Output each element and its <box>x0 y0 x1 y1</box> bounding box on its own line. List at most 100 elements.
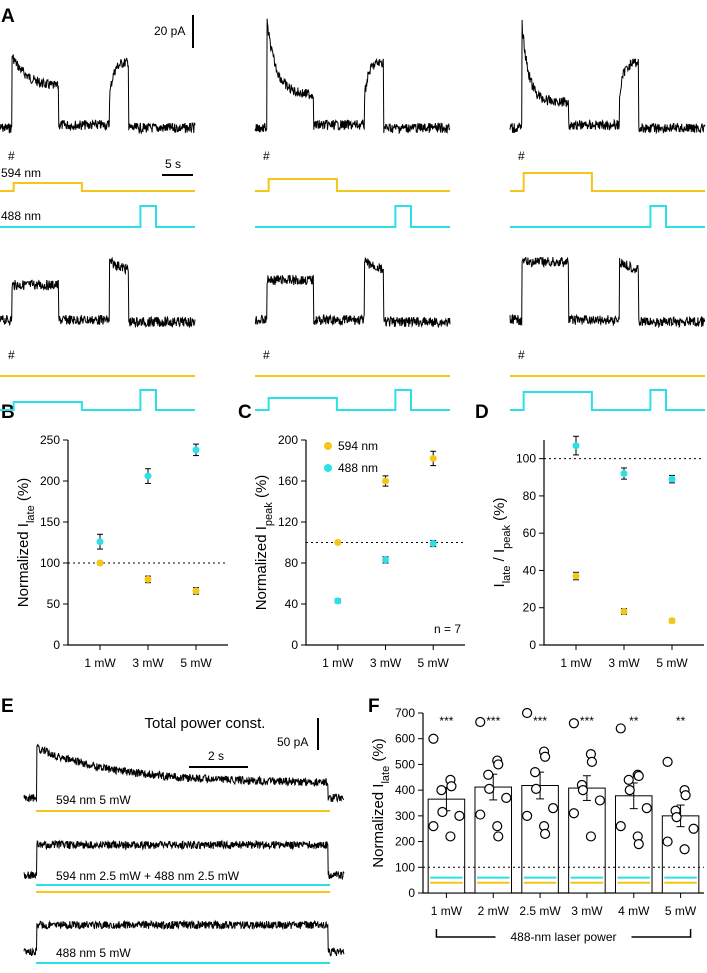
data-point <box>680 790 691 801</box>
data-point <box>475 716 486 728</box>
y-tick-label: 80 <box>285 556 299 570</box>
y-tick-label: 160 <box>278 474 298 488</box>
significance-label: ** <box>629 714 639 728</box>
hash-mark: # <box>518 348 525 362</box>
y-tick-label: 300 <box>395 809 415 823</box>
y-tick-label: 40 <box>285 597 299 611</box>
panel-letter-b: B <box>1 402 15 423</box>
data-point <box>521 707 533 719</box>
trace-label: 594 nm 2.5 mW + 488 nm 2.5 mW <box>56 869 240 883</box>
data-point <box>334 597 342 605</box>
y-tick-label: 200 <box>40 474 60 488</box>
significance-label: *** <box>486 714 500 728</box>
data-point <box>436 785 447 796</box>
data-point <box>475 809 486 820</box>
y-tick-label: 50 <box>47 597 61 611</box>
chart-c: 0 40 80 120 160 200 1 mW 3 mW 5 mW Normalized Ipe… <box>253 433 465 670</box>
current-trace <box>254 18 451 135</box>
panel-a: 20 pA 5 s 594 nm 488 nm # # # # # # <box>0 15 706 411</box>
y-tick-label: 0 <box>291 638 298 652</box>
x-tick-label: 3 mW <box>132 656 164 670</box>
y-tick-label: 700 <box>395 706 415 720</box>
hash-mark: # <box>8 348 15 362</box>
x-tick-label: 3 mW <box>608 656 640 670</box>
x-tick-label: 1 mW <box>431 904 463 918</box>
y-tick-label: 20 <box>523 601 537 615</box>
current-trace <box>509 19 706 135</box>
current-trace <box>0 256 196 329</box>
y-axis-label: Normalized Ilate (%) <box>15 478 37 607</box>
y-axis-label: Ilate / Ipeak (%) <box>491 498 513 588</box>
data-point <box>568 718 580 729</box>
data-point <box>492 821 503 832</box>
data-point <box>594 795 606 806</box>
x-tick-label: 5 mW <box>418 656 450 670</box>
data-point <box>446 781 457 792</box>
data-point <box>620 607 628 615</box>
data-point <box>454 810 465 821</box>
data-point <box>428 733 439 744</box>
data-point <box>623 774 634 785</box>
x-tick-label: 5 mW <box>665 904 697 918</box>
current-traces <box>0 18 706 329</box>
data-point <box>568 808 580 819</box>
data-point <box>530 783 542 794</box>
data-point <box>144 472 152 480</box>
data-point <box>586 756 598 767</box>
y-tick-label: 150 <box>40 515 60 529</box>
panel-e: Total power const. 50 pA 2 s 594 nm 5 mW… <box>23 715 345 964</box>
stimulus-traces <box>0 172 705 411</box>
data-point <box>529 767 541 778</box>
y-tick-label: 100 <box>516 452 536 466</box>
legend-marker <box>324 464 332 472</box>
data-point <box>671 812 682 823</box>
legend-label: 488 nm <box>338 461 378 475</box>
data-point <box>382 556 389 564</box>
data-point <box>585 831 597 842</box>
significance-label: *** <box>439 714 453 728</box>
data-point <box>445 831 456 842</box>
panel-letter-e: E <box>1 696 14 717</box>
data-point <box>662 836 673 847</box>
cyan-stimulus <box>0 205 195 228</box>
panel-letter-c: C <box>238 402 252 423</box>
current-trace <box>23 839 345 881</box>
panel-letter-f: F <box>368 696 380 717</box>
data-point <box>382 477 389 485</box>
x-tick-label: 2 mW <box>478 904 510 918</box>
legend-marker <box>324 442 332 450</box>
data-point <box>572 442 580 450</box>
hash-mark: # <box>263 149 270 163</box>
label-594: 594 nm <box>1 166 41 180</box>
y-axis-label: Normalized Ilate (%) <box>370 738 392 867</box>
x-tick-label: 5 mW <box>656 656 688 670</box>
data-point <box>641 803 652 814</box>
x-tick-label: 1 mW <box>322 656 354 670</box>
current-traces <box>23 743 345 957</box>
chart-f: 0 100 200 300 400 500 600 700 *** 1 mW *** 2 mW *** 2… <box>370 706 704 944</box>
y-tick-label: 200 <box>395 835 415 849</box>
data-point <box>429 540 437 548</box>
cyan-stimulus <box>0 389 195 411</box>
data-point <box>483 769 494 780</box>
cyan-stimulus <box>510 389 705 411</box>
data-point <box>620 470 628 478</box>
data-point <box>688 823 699 834</box>
data-point <box>334 539 342 546</box>
data-point <box>144 575 152 583</box>
data-point <box>501 792 512 803</box>
x-tick-label: 5 mW <box>180 656 212 670</box>
panel-letter-a: A <box>1 6 15 27</box>
data-point <box>679 844 690 855</box>
x-tick-label: 3 mW <box>370 656 402 670</box>
data-point <box>633 770 644 782</box>
time-scalebar-label: 5 s <box>165 157 181 171</box>
x-tick-label: 1 mW <box>560 656 592 670</box>
data-point <box>662 756 673 767</box>
x-tick-label: 4 mW <box>618 904 650 918</box>
data-point <box>539 751 551 762</box>
label-488: 488 nm <box>1 209 41 223</box>
group-label-bg <box>495 930 632 944</box>
legend-label: 594 nm <box>338 439 378 453</box>
